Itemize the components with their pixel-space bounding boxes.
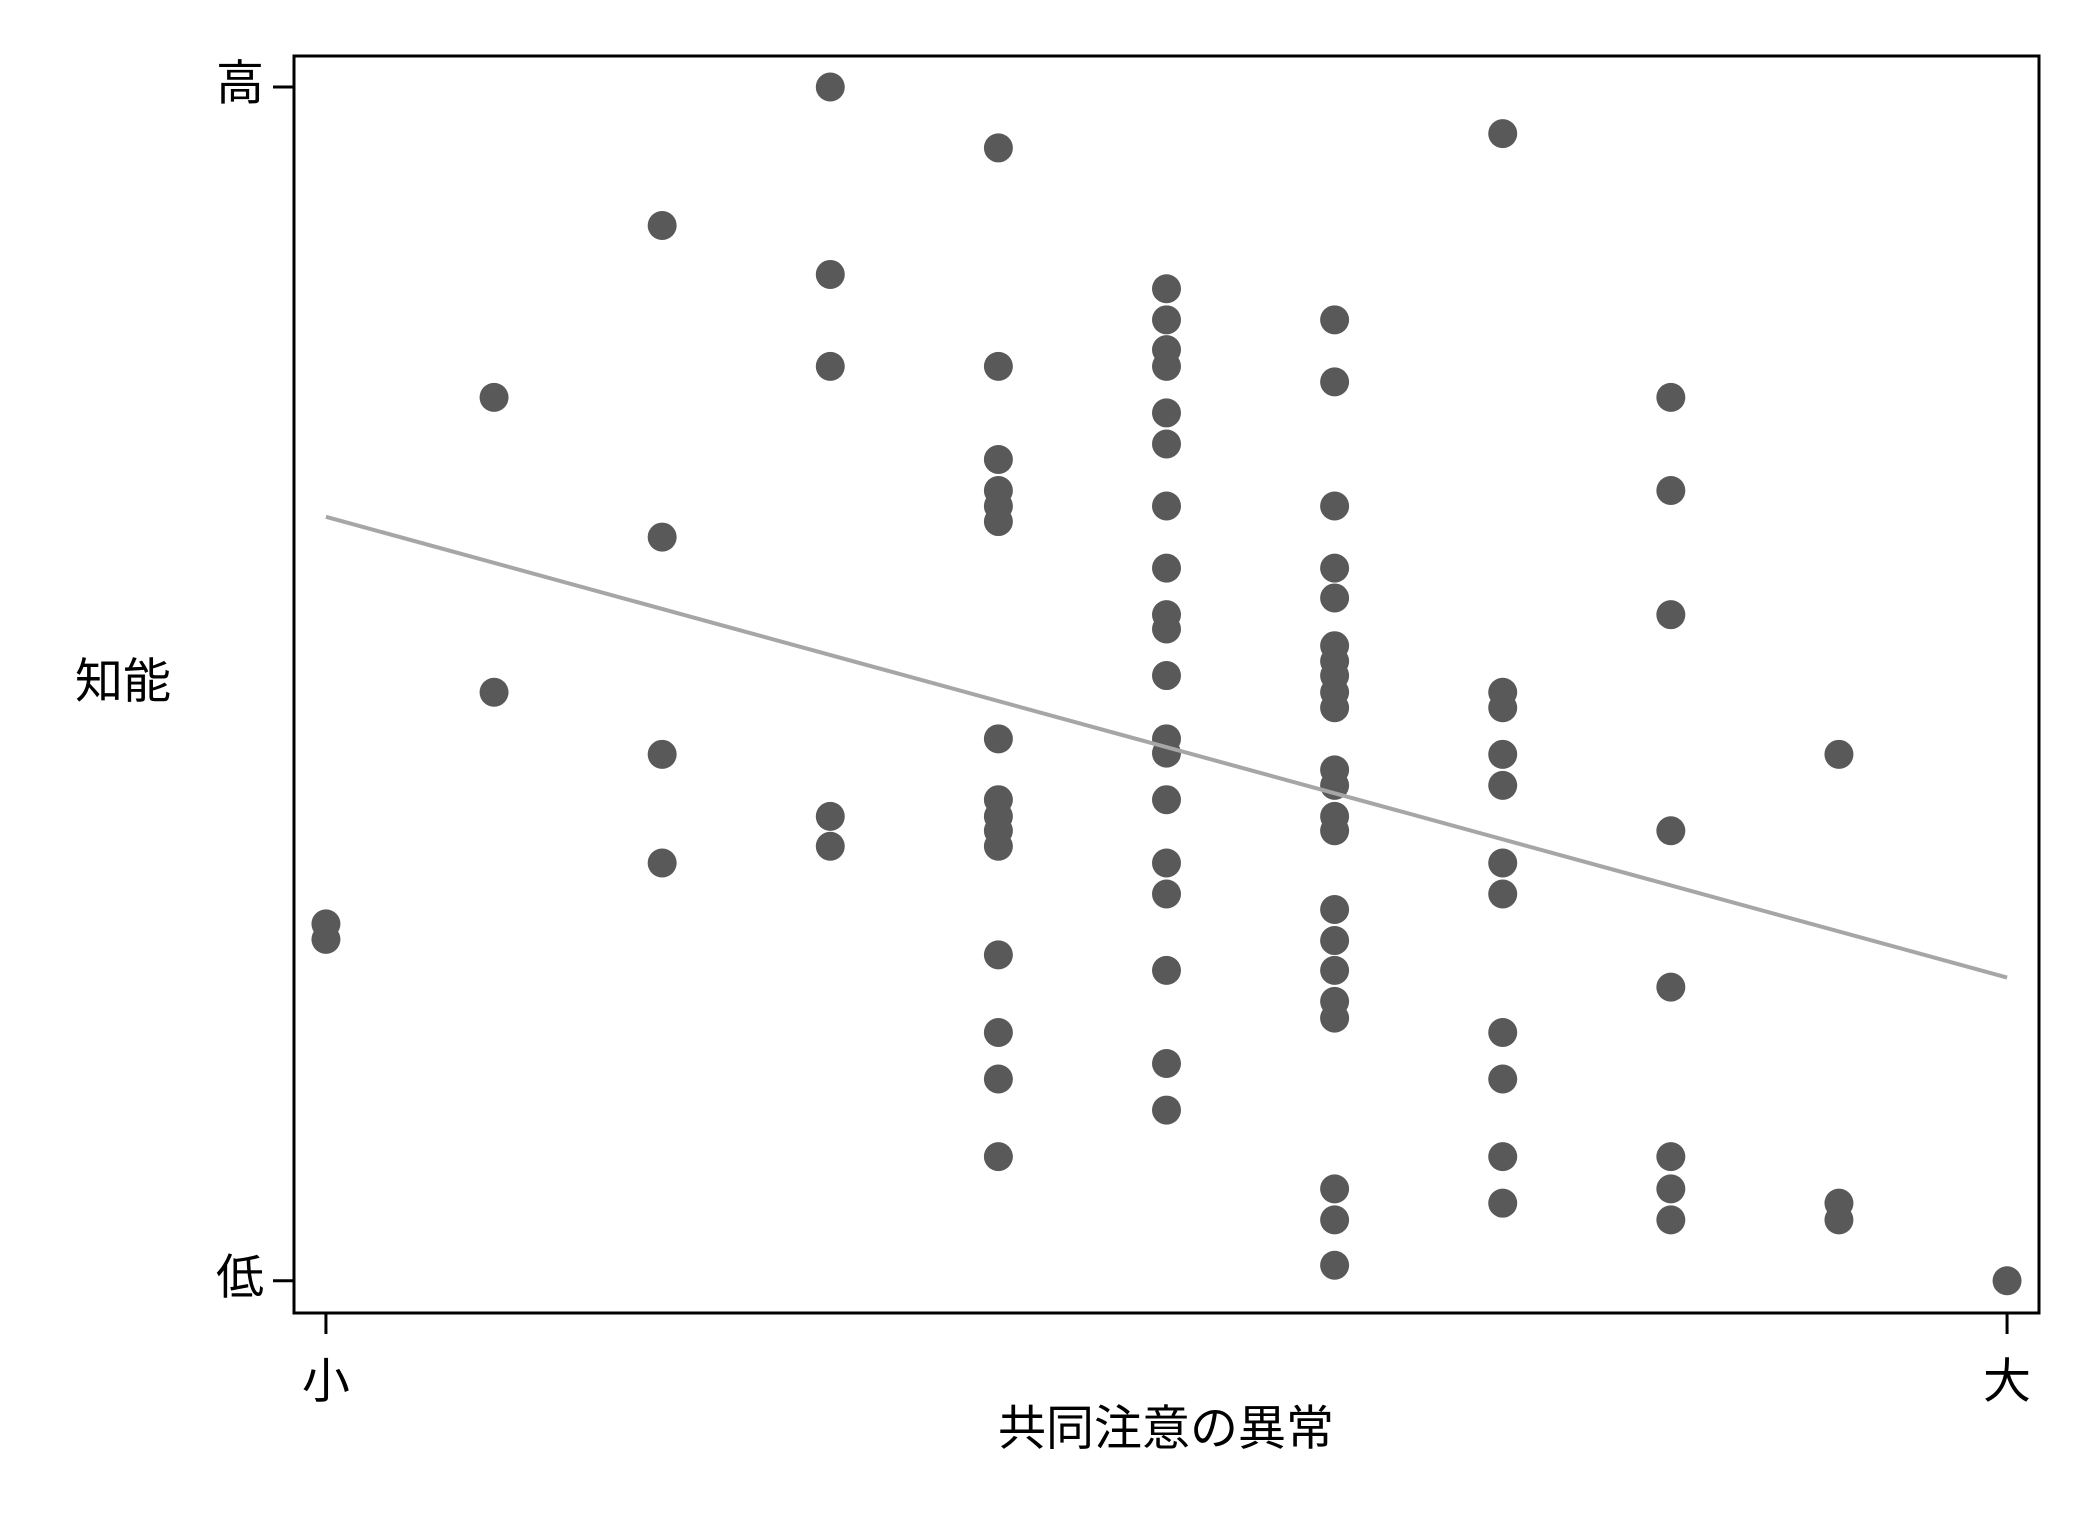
point	[983, 831, 1013, 861]
point	[983, 724, 1013, 754]
point	[1488, 848, 1518, 878]
point	[647, 522, 677, 552]
point	[1656, 816, 1686, 846]
y-tick-label: 高	[216, 58, 264, 111]
point	[647, 848, 677, 878]
trend-line	[325, 514, 2008, 980]
point	[1488, 739, 1518, 769]
point	[1152, 785, 1181, 815]
point	[815, 351, 845, 381]
point	[983, 351, 1013, 381]
point	[1488, 119, 1518, 149]
point	[1656, 1142, 1686, 1172]
point	[983, 1142, 1013, 1172]
point	[983, 444, 1013, 474]
point	[1824, 739, 1854, 769]
point	[1152, 351, 1181, 381]
point	[983, 507, 1013, 537]
point	[1152, 491, 1181, 521]
point	[1320, 367, 1350, 397]
point	[1152, 1095, 1181, 1125]
point	[311, 924, 341, 954]
y-axis-label: 知能	[75, 656, 171, 709]
point	[1320, 491, 1350, 521]
point	[1152, 848, 1181, 878]
point	[1320, 1003, 1350, 1033]
point	[1152, 1049, 1181, 1079]
point	[1320, 1174, 1350, 1204]
point	[1488, 770, 1518, 800]
point	[1320, 816, 1350, 846]
point	[1320, 1250, 1350, 1280]
point	[1320, 895, 1350, 925]
point	[1488, 693, 1518, 723]
point	[1488, 1142, 1518, 1172]
point	[1488, 1017, 1518, 1047]
point	[815, 72, 845, 102]
point	[1656, 476, 1686, 506]
point	[1152, 879, 1181, 909]
point	[1488, 879, 1518, 909]
point	[479, 677, 509, 707]
point	[815, 259, 845, 289]
point	[1320, 1205, 1350, 1235]
point	[479, 382, 509, 412]
point	[1656, 600, 1686, 630]
point	[1656, 972, 1686, 1002]
point	[1320, 583, 1350, 613]
point	[983, 1064, 1013, 1094]
point	[1320, 693, 1350, 723]
point	[1992, 1266, 2022, 1296]
x-tick-label: 小	[302, 1356, 350, 1409]
point	[1488, 1064, 1518, 1094]
point	[983, 1017, 1013, 1047]
x-tick-label: 大	[1983, 1356, 2031, 1409]
point	[1152, 553, 1181, 583]
point	[1152, 305, 1181, 335]
y-tick-label: 低	[216, 1251, 264, 1304]
point	[815, 801, 845, 831]
plot-frame	[292, 54, 2041, 1315]
point	[1152, 274, 1181, 304]
point	[1320, 926, 1350, 956]
point	[1320, 553, 1350, 583]
point	[1320, 305, 1350, 335]
point	[1656, 1174, 1686, 1204]
point	[1656, 1205, 1686, 1235]
point	[647, 739, 677, 769]
x-axis-label: 共同注意の異常	[998, 1403, 1334, 1456]
point	[983, 133, 1013, 163]
point	[983, 940, 1013, 970]
point	[1488, 1188, 1518, 1218]
point	[815, 831, 845, 861]
point	[1152, 614, 1181, 644]
point	[1656, 382, 1686, 412]
point	[1152, 955, 1181, 985]
point	[1152, 398, 1181, 428]
point	[1152, 429, 1181, 459]
point	[1824, 1205, 1854, 1235]
point	[1152, 661, 1181, 691]
point	[1320, 955, 1350, 985]
point	[647, 211, 677, 241]
